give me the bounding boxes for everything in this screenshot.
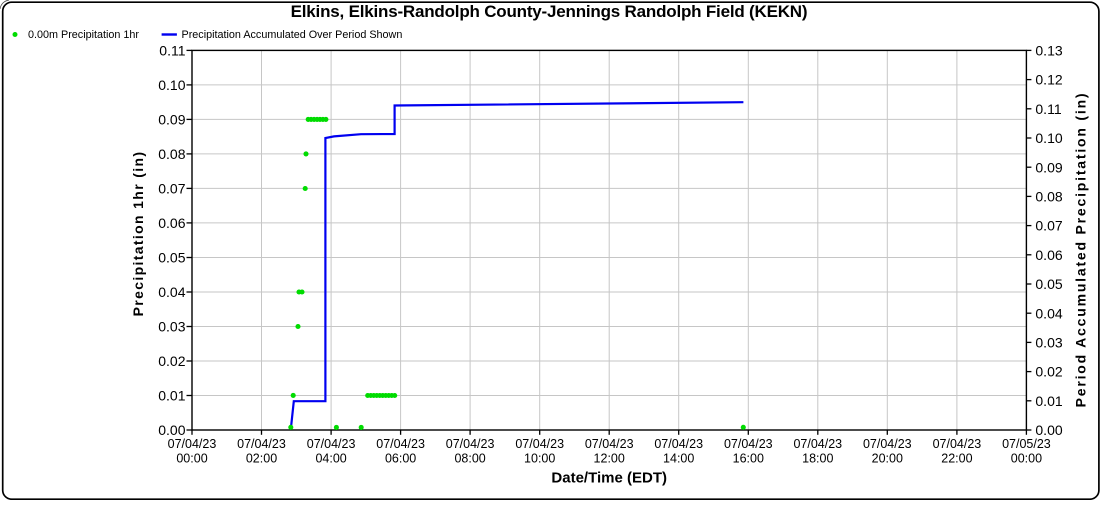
svg-text:0.12: 0.12 <box>1035 72 1062 88</box>
svg-text:0.00: 0.00 <box>158 422 185 438</box>
svg-text:07/04/23: 07/04/23 <box>793 437 842 451</box>
svg-text:0.01: 0.01 <box>158 388 185 404</box>
svg-text:07/04/23: 07/04/23 <box>307 437 356 451</box>
svg-text:08:00: 08:00 <box>454 452 485 466</box>
svg-text:07/04/23: 07/04/23 <box>515 437 564 451</box>
svg-text:Date/Time (EDT): Date/Time (EDT) <box>551 470 667 487</box>
svg-text:07/04/23: 07/04/23 <box>863 437 912 451</box>
svg-text:0.11: 0.11 <box>159 43 185 59</box>
svg-text:0.13: 0.13 <box>1035 43 1062 59</box>
svg-text:0.09: 0.09 <box>158 112 185 128</box>
svg-text:Precipitation 1hr (in): Precipitation 1hr (in) <box>130 151 146 317</box>
svg-text:0.04: 0.04 <box>158 284 185 300</box>
svg-text:06:00: 06:00 <box>385 452 416 466</box>
svg-text:0.06: 0.06 <box>158 215 185 231</box>
svg-text:18:00: 18:00 <box>802 452 833 466</box>
svg-text:10:00: 10:00 <box>524 452 555 466</box>
svg-text:0.03: 0.03 <box>158 319 185 335</box>
svg-text:07/04/23: 07/04/23 <box>585 437 634 451</box>
svg-text:Elkins, Elkins-Randolph County: Elkins, Elkins-Randolph County-Jennings … <box>291 2 808 21</box>
svg-text:14:00: 14:00 <box>663 452 694 466</box>
svg-text:07/05/23: 07/05/23 <box>1002 437 1051 451</box>
svg-text:0.10: 0.10 <box>158 77 185 93</box>
svg-text:0.02: 0.02 <box>1035 364 1062 380</box>
svg-text:07/04/23: 07/04/23 <box>933 437 982 451</box>
svg-text:0.04: 0.04 <box>1035 305 1062 321</box>
svg-text:00:00: 00:00 <box>1011 452 1042 466</box>
svg-text:07/04/23: 07/04/23 <box>654 437 703 451</box>
svg-text:0.05: 0.05 <box>158 250 185 266</box>
svg-text:22:00: 22:00 <box>941 452 972 466</box>
svg-text:07/04/23: 07/04/23 <box>376 437 425 451</box>
svg-text:07/04/23: 07/04/23 <box>446 437 495 451</box>
svg-text:0.08: 0.08 <box>1035 189 1062 205</box>
svg-text:12:00: 12:00 <box>594 452 625 466</box>
svg-text:0.06: 0.06 <box>1035 247 1062 263</box>
svg-text:20:00: 20:00 <box>872 452 903 466</box>
svg-text:0.07: 0.07 <box>1035 218 1062 234</box>
svg-text:0.11: 0.11 <box>1035 101 1061 117</box>
svg-text:0.01: 0.01 <box>1035 393 1062 409</box>
svg-text:0.10: 0.10 <box>1035 130 1062 146</box>
svg-text:07/04/23: 07/04/23 <box>724 437 773 451</box>
svg-text:0.00: 0.00 <box>1035 422 1062 438</box>
svg-text:0.02: 0.02 <box>158 353 185 369</box>
svg-text:0.09: 0.09 <box>1035 159 1062 175</box>
svg-text:Precipitation Accumulated Over: Precipitation Accumulated Over Period Sh… <box>182 29 403 41</box>
svg-text:04:00: 04:00 <box>315 452 346 466</box>
svg-text:16:00: 16:00 <box>733 452 764 466</box>
svg-text:07/04/23: 07/04/23 <box>168 437 217 451</box>
svg-text:07/04/23: 07/04/23 <box>237 437 286 451</box>
svg-text:00:00: 00:00 <box>176 452 207 466</box>
svg-text:0.03: 0.03 <box>1035 335 1062 351</box>
svg-text:Period Accumulated Precipitati: Period Accumulated Precipitation (in) <box>1072 92 1088 408</box>
svg-text:0.07: 0.07 <box>158 181 185 197</box>
svg-text:0.00m Precipitation 1hr: 0.00m Precipitation 1hr <box>28 29 139 41</box>
svg-text:0.05: 0.05 <box>1035 276 1062 292</box>
svg-text:0.08: 0.08 <box>158 146 185 162</box>
svg-text:02:00: 02:00 <box>246 452 277 466</box>
